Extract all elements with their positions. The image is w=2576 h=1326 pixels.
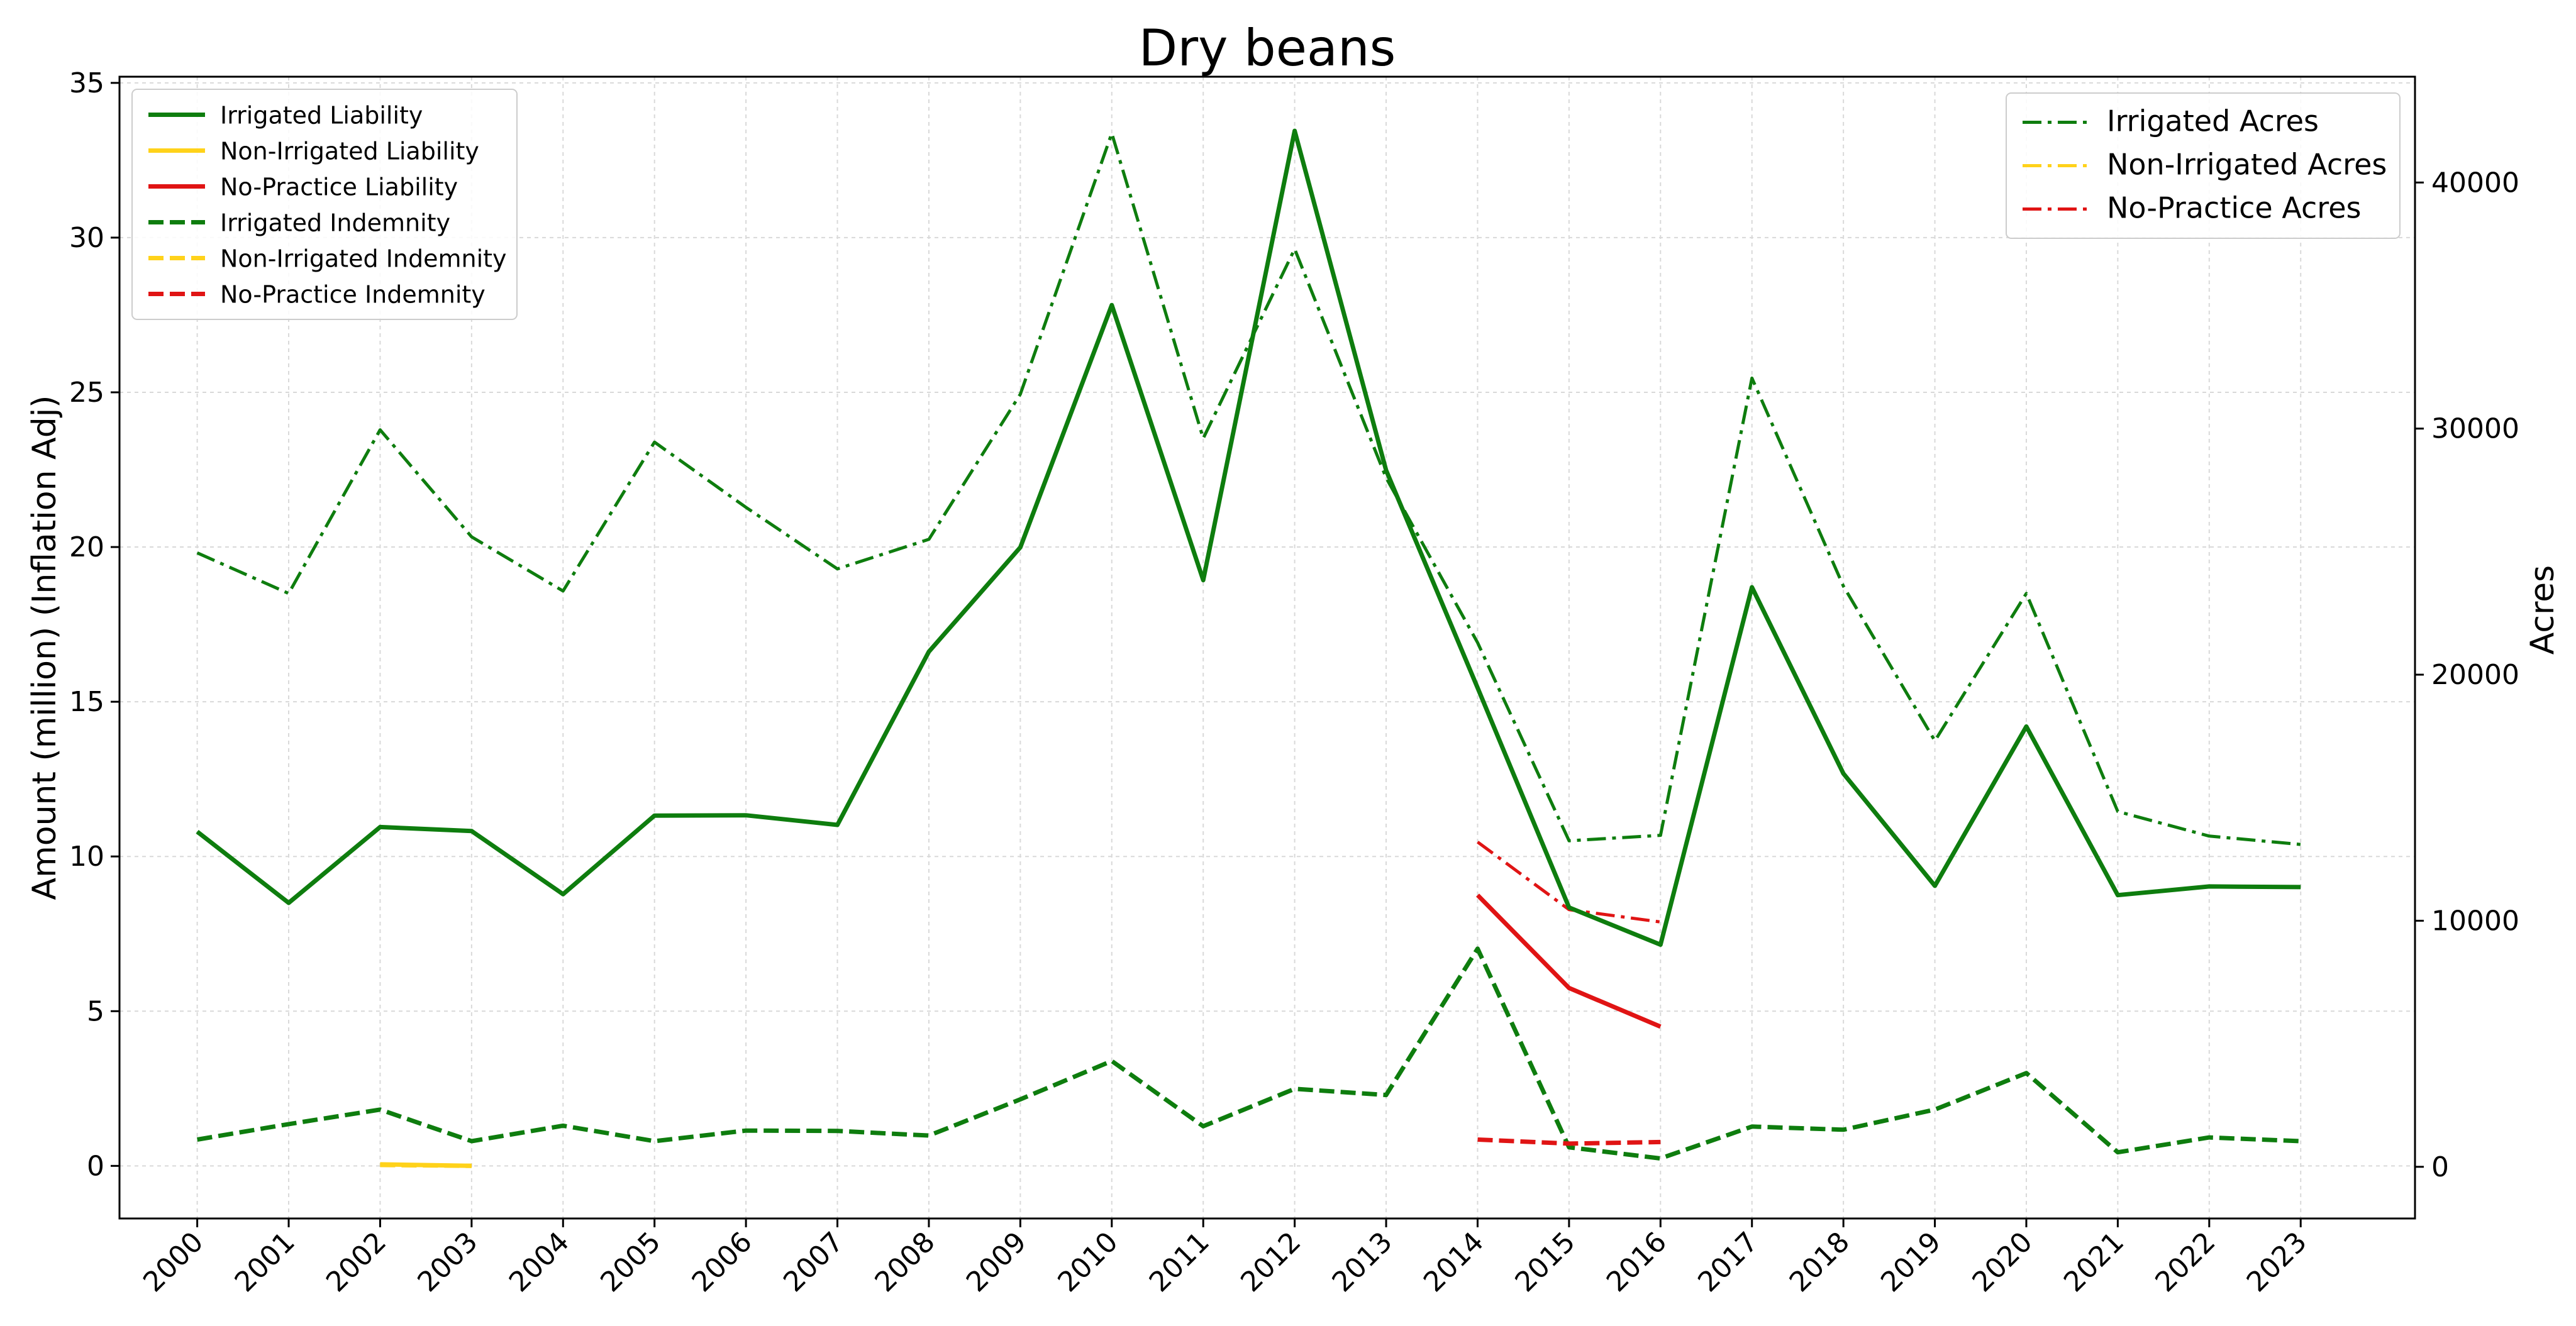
series-layer <box>196 128 2301 1168</box>
legend-label: Irrigated Acres <box>2107 104 2319 138</box>
y-tick-label: 15 <box>69 686 104 718</box>
series-no-practice-liability <box>1476 893 1662 1029</box>
legend-label: No-Practice Liability <box>220 174 458 201</box>
y-axis-title: Amount (million) (Inflation Adj) <box>26 395 64 900</box>
y-tick-label: 25 <box>69 377 104 409</box>
plot-area <box>118 75 2416 1220</box>
y-tick-label: 20 <box>69 531 104 563</box>
y-tick-label: 35 <box>69 67 104 99</box>
legend-label: Non-Irrigated Indemnity <box>220 245 507 273</box>
series-non-irrigated-liability <box>380 1162 472 1168</box>
y-tick-label: 10 <box>69 841 104 873</box>
legend-label: Irrigated Indemnity <box>220 209 450 237</box>
y-tick-label: 0 <box>87 1150 104 1182</box>
legend-box <box>131 89 518 320</box>
y2-tick-label: 0 <box>2431 1151 2449 1183</box>
legend-label: No-Practice Indemnity <box>220 281 486 309</box>
y-tick-label: 30 <box>69 222 104 254</box>
y2-axis-title: Acres <box>2524 565 2562 655</box>
chart-title: Dry beans <box>1139 19 1396 77</box>
y2-tick-label: 40000 <box>2431 167 2519 199</box>
y2-tick-label: 30000 <box>2431 413 2519 445</box>
y2-tick-label: 10000 <box>2431 905 2519 937</box>
legend-label: Non-Irrigated Liability <box>220 138 479 165</box>
legend-box <box>2006 92 2401 239</box>
legend-left: Irrigated Liability Non-Irrigated Liabili… <box>131 89 518 320</box>
legend-label: No-Practice Acres <box>2107 191 2361 225</box>
y-tick-label: 5 <box>87 995 104 1027</box>
legend-label: Irrigated Liability <box>220 102 423 130</box>
legend-right: Irrigated Acres Non-Irrigated Acres No-Pra… <box>2006 92 2401 239</box>
series-irrigated-indemnity <box>197 946 2301 1161</box>
legend-label: Non-Irrigated Acres <box>2107 148 2387 182</box>
y2-tick-label: 20000 <box>2431 659 2519 691</box>
series-irrigated-liability <box>196 128 2301 947</box>
series-no-practice-indemnity <box>1477 1137 1661 1146</box>
